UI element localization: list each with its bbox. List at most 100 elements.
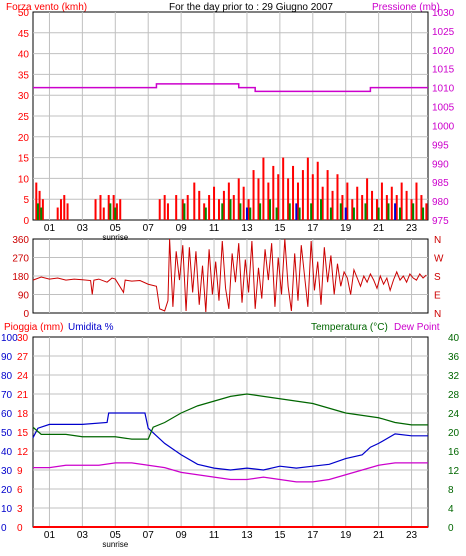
wind-speed-tick-label: 10 <box>18 174 30 185</box>
wind-speed-bar-low <box>422 207 425 220</box>
pressure-tick-label: 1025 <box>432 27 455 38</box>
wind-speed-bar <box>380 182 383 220</box>
rain-axis-title: Pioggia (mm) <box>4 322 63 333</box>
wind-speed-tick-label: 45 <box>18 29 30 40</box>
time-tick-label: 01 <box>44 530 56 541</box>
wind-speed-bar <box>208 195 211 220</box>
time-tick-label: 07 <box>143 530 155 541</box>
temperature-tick-label: 36 <box>448 352 460 363</box>
wind-speed-bar <box>390 186 393 220</box>
wind-speed-bar <box>361 195 364 220</box>
time-tick-label: 11 <box>209 530 220 541</box>
wind-direction-line <box>32 238 427 313</box>
wind-speed-tick-label: 35 <box>18 70 30 81</box>
wind-speed-bar-low <box>40 207 43 220</box>
wind-speed-bar <box>316 161 319 220</box>
time-tick-label: 21 <box>373 223 385 234</box>
wind-direction-compass-label: N <box>434 309 441 320</box>
humidity-tick-label: 100 <box>1 333 18 344</box>
humidity-tick-label: 30 <box>1 466 13 477</box>
wind-speed-bar-low <box>298 207 301 220</box>
wind-speed-bar <box>321 186 324 220</box>
humidity-tick-label: 10 <box>1 504 13 515</box>
wind-speed-bar-alt <box>295 203 298 220</box>
wind-speed-bar-low <box>412 203 415 220</box>
wind-speed-bar <box>198 190 201 220</box>
temperature-tick-label: 0 <box>448 523 454 534</box>
wind-speed-bar-low <box>109 203 112 220</box>
temperature-tick-label: 12 <box>448 466 460 477</box>
wind-speed-bar <box>181 199 184 220</box>
pressure-tick-label: 990 <box>432 159 449 170</box>
wind-speed-bar <box>217 199 220 220</box>
temperature-tick-label: 16 <box>448 447 460 458</box>
wind-speed-bar <box>38 190 41 220</box>
time-tick-label: 17 <box>307 530 319 541</box>
wind-speed-bar <box>292 165 295 220</box>
wind-speed-bar-low <box>239 203 242 220</box>
humidity-tick-label: 80 <box>1 371 13 382</box>
wind-speed-tick-label: 20 <box>18 133 30 144</box>
pressure-tick-label: 1020 <box>432 46 455 57</box>
temperature-tick-label: 4 <box>448 504 454 515</box>
wind-speed-bar <box>371 190 374 220</box>
pressure-tick-label: 1000 <box>432 121 455 132</box>
wind-speed-bar-low <box>288 203 291 220</box>
wind-speed-bar-low <box>275 207 278 220</box>
time-tick-label: 15 <box>274 530 286 541</box>
wind-speed-bar <box>405 190 408 220</box>
wind-speed-bars-low <box>36 199 425 220</box>
pressure-tick-label: 1015 <box>432 65 455 76</box>
wind-speed-tick-label: 5 <box>23 195 29 206</box>
wind-speed-bar-low <box>114 207 117 220</box>
wind-speed-bar-low <box>364 203 367 220</box>
wind-speed-bar <box>119 199 122 220</box>
wind-speed-bar-alt <box>394 203 397 220</box>
temperature-tick-label: 24 <box>448 409 460 420</box>
rain-humidity-temp-lines <box>32 393 428 528</box>
pressure-tick-label: 975 <box>432 216 449 227</box>
wind-speed-bar-alt <box>344 207 347 220</box>
time-tick-label: 09 <box>176 223 188 234</box>
wind-speed-bar <box>237 178 240 220</box>
wind-speed-bar <box>385 195 388 220</box>
rain-tick-label: 21 <box>17 390 29 401</box>
wind-speed-bar <box>282 157 285 220</box>
wind-speed-bar-low <box>320 199 323 220</box>
humidity-tick-label: 0 <box>1 523 7 534</box>
chart-title: For the day prior to : 29 Giugno 2007 <box>169 2 333 13</box>
wind-speed-bar <box>415 182 418 220</box>
humidity-tick-label: 90 <box>1 352 13 363</box>
pressure-axis-ticks: 975 980 985 990 995 1000 1005 1010 1015 1020 1025 1… <box>432 8 455 227</box>
pressure-tick-label: 1010 <box>432 84 455 95</box>
humidity-axis-title: Umidita % <box>68 322 114 333</box>
wind-speed-bar <box>331 190 334 220</box>
wind-speed-bar <box>59 199 62 220</box>
temperature-tick-label: 40 <box>448 333 460 344</box>
rain-tick-label: 3 <box>17 504 23 515</box>
wind-speed-bar <box>166 203 169 220</box>
wind-direction-degree-label: 90 <box>18 291 30 302</box>
wind-speed-bar <box>366 178 369 220</box>
rain-tick-label: 15 <box>17 428 29 439</box>
pressure-tick-label: 985 <box>432 178 449 189</box>
wind-speed-bar <box>232 195 235 220</box>
time-tick-label: 05 <box>110 530 122 541</box>
wind-speed-bar <box>262 157 265 220</box>
wind-speed-bar <box>63 195 66 220</box>
wind-speed-bar <box>306 157 309 220</box>
wind-direction-degree-label: 270 <box>12 254 29 265</box>
time-tick-label: 05 <box>110 223 122 234</box>
pressure-tick-label: 995 <box>432 140 449 151</box>
wind-speed-bar <box>186 195 189 220</box>
wind-direction-degree-label: 180 <box>12 272 29 283</box>
wind-speed-bar <box>94 199 97 220</box>
wind-speed-bar <box>102 207 105 220</box>
wind-speed-bar <box>115 203 118 220</box>
wind-speed-bar <box>227 182 230 220</box>
pressure-line-path <box>33 83 428 93</box>
wind-speed-tick-label: 0 <box>23 216 29 227</box>
